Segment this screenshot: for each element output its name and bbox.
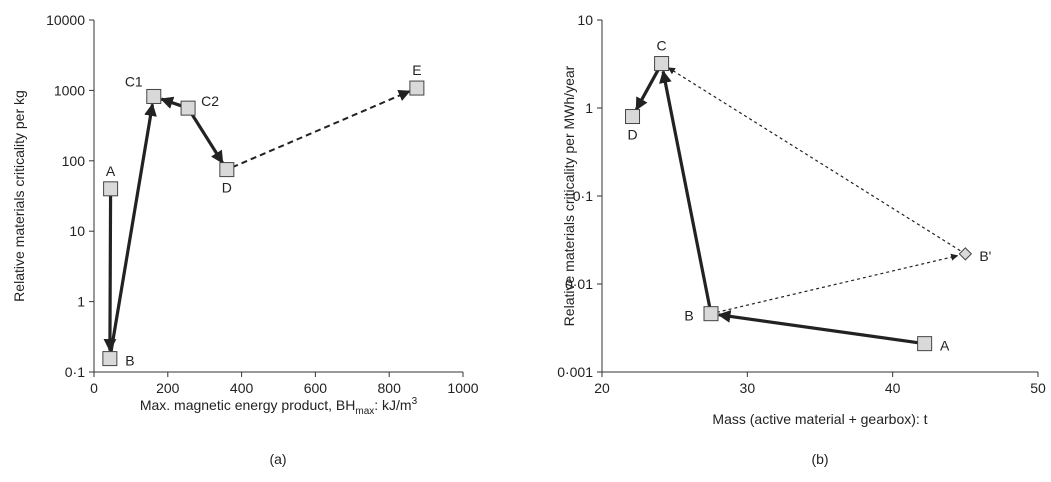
arrow-C2-to-D [189,112,224,164]
point-b-marker [703,306,719,322]
arrow-C2-to-C1 [160,96,183,109]
x-tick-label: 40 [885,380,901,396]
point-c-label: C [657,38,667,54]
panel-caption: (b) [811,451,828,467]
y-tick-label: 1 [585,100,593,116]
y-tick-label: 10 [577,12,593,28]
x-tick-label: 30 [740,380,756,396]
point-b-marker [102,351,118,367]
point-c2-label: C2 [201,93,219,109]
point-d-label: D [627,127,637,143]
point-c-marker [654,56,670,72]
x-tick-label: 400 [230,380,254,396]
arrow-B-to-Bprime [716,253,959,313]
point-b-prime-marker [958,247,973,261]
y-tick-label: 0·001 [557,364,593,380]
y-tick-label: 10000 [46,12,85,28]
point-a-label: A [940,338,950,354]
x-axis-label: Mass (active material + gearbox): t [712,411,927,427]
point-c1-marker [146,88,162,104]
arrow-A-to-B [717,310,919,345]
x-tick-label: 200 [156,380,180,396]
arrow-B-to-C1 [109,103,157,353]
chart-b: 0·001 0·01 0·1 1 10 20 30 40 50 Relative material… [557,12,1046,467]
point-d-marker [219,162,235,178]
y-tick-label: 0·01 [565,276,593,292]
chart-a: 0·1 1 10 100 1000 10000 0 200 400 600 800 1000 Relat… [11,12,479,467]
point-c1-label: C1 [125,73,143,89]
x-tick-label: 600 [304,380,328,396]
point-b-prime-label: B' [979,248,991,264]
point-d-label: D [222,180,232,196]
point-a-label: A [106,163,116,179]
x-tick-label: 1000 [447,380,478,396]
point-a-marker [103,181,119,197]
arrow-B-to-C [659,70,712,309]
point-a-marker [917,336,933,352]
x-tick-label: 20 [594,380,610,396]
y-tick-label: 100 [62,153,86,169]
x-tick-label: 800 [378,380,402,396]
y-axis-label: Relative materials criticality per MWh/y… [561,65,577,326]
y-tick-label: 1 [77,294,85,310]
arrow-C-to-D [634,68,661,111]
x-tick-label: 50 [1030,380,1046,396]
panel-caption: (a) [269,451,286,467]
arrow-Bprime-to-C [667,67,961,252]
arrow-A-to-B [103,194,117,352]
y-tick-label: 10 [69,223,85,239]
point-b-label: B [125,353,134,369]
y-axis-label: Relative materials criticality per kg [11,90,27,302]
y-tick-label: 0·1 [573,188,593,204]
point-c2-marker [180,100,196,116]
arrow-D-to-E [231,89,411,169]
point-d-marker [625,109,641,125]
x-tick-label: 0 [90,380,98,396]
point-e-label: E [412,62,421,78]
point-b-label: B [684,308,693,324]
y-tick-label: 1000 [54,82,85,98]
point-e-marker [409,80,425,96]
x-axis-label: Max. magnetic energy product, BHmax: kJ/… [140,396,418,417]
y-tick-label: 0·1 [65,364,85,380]
